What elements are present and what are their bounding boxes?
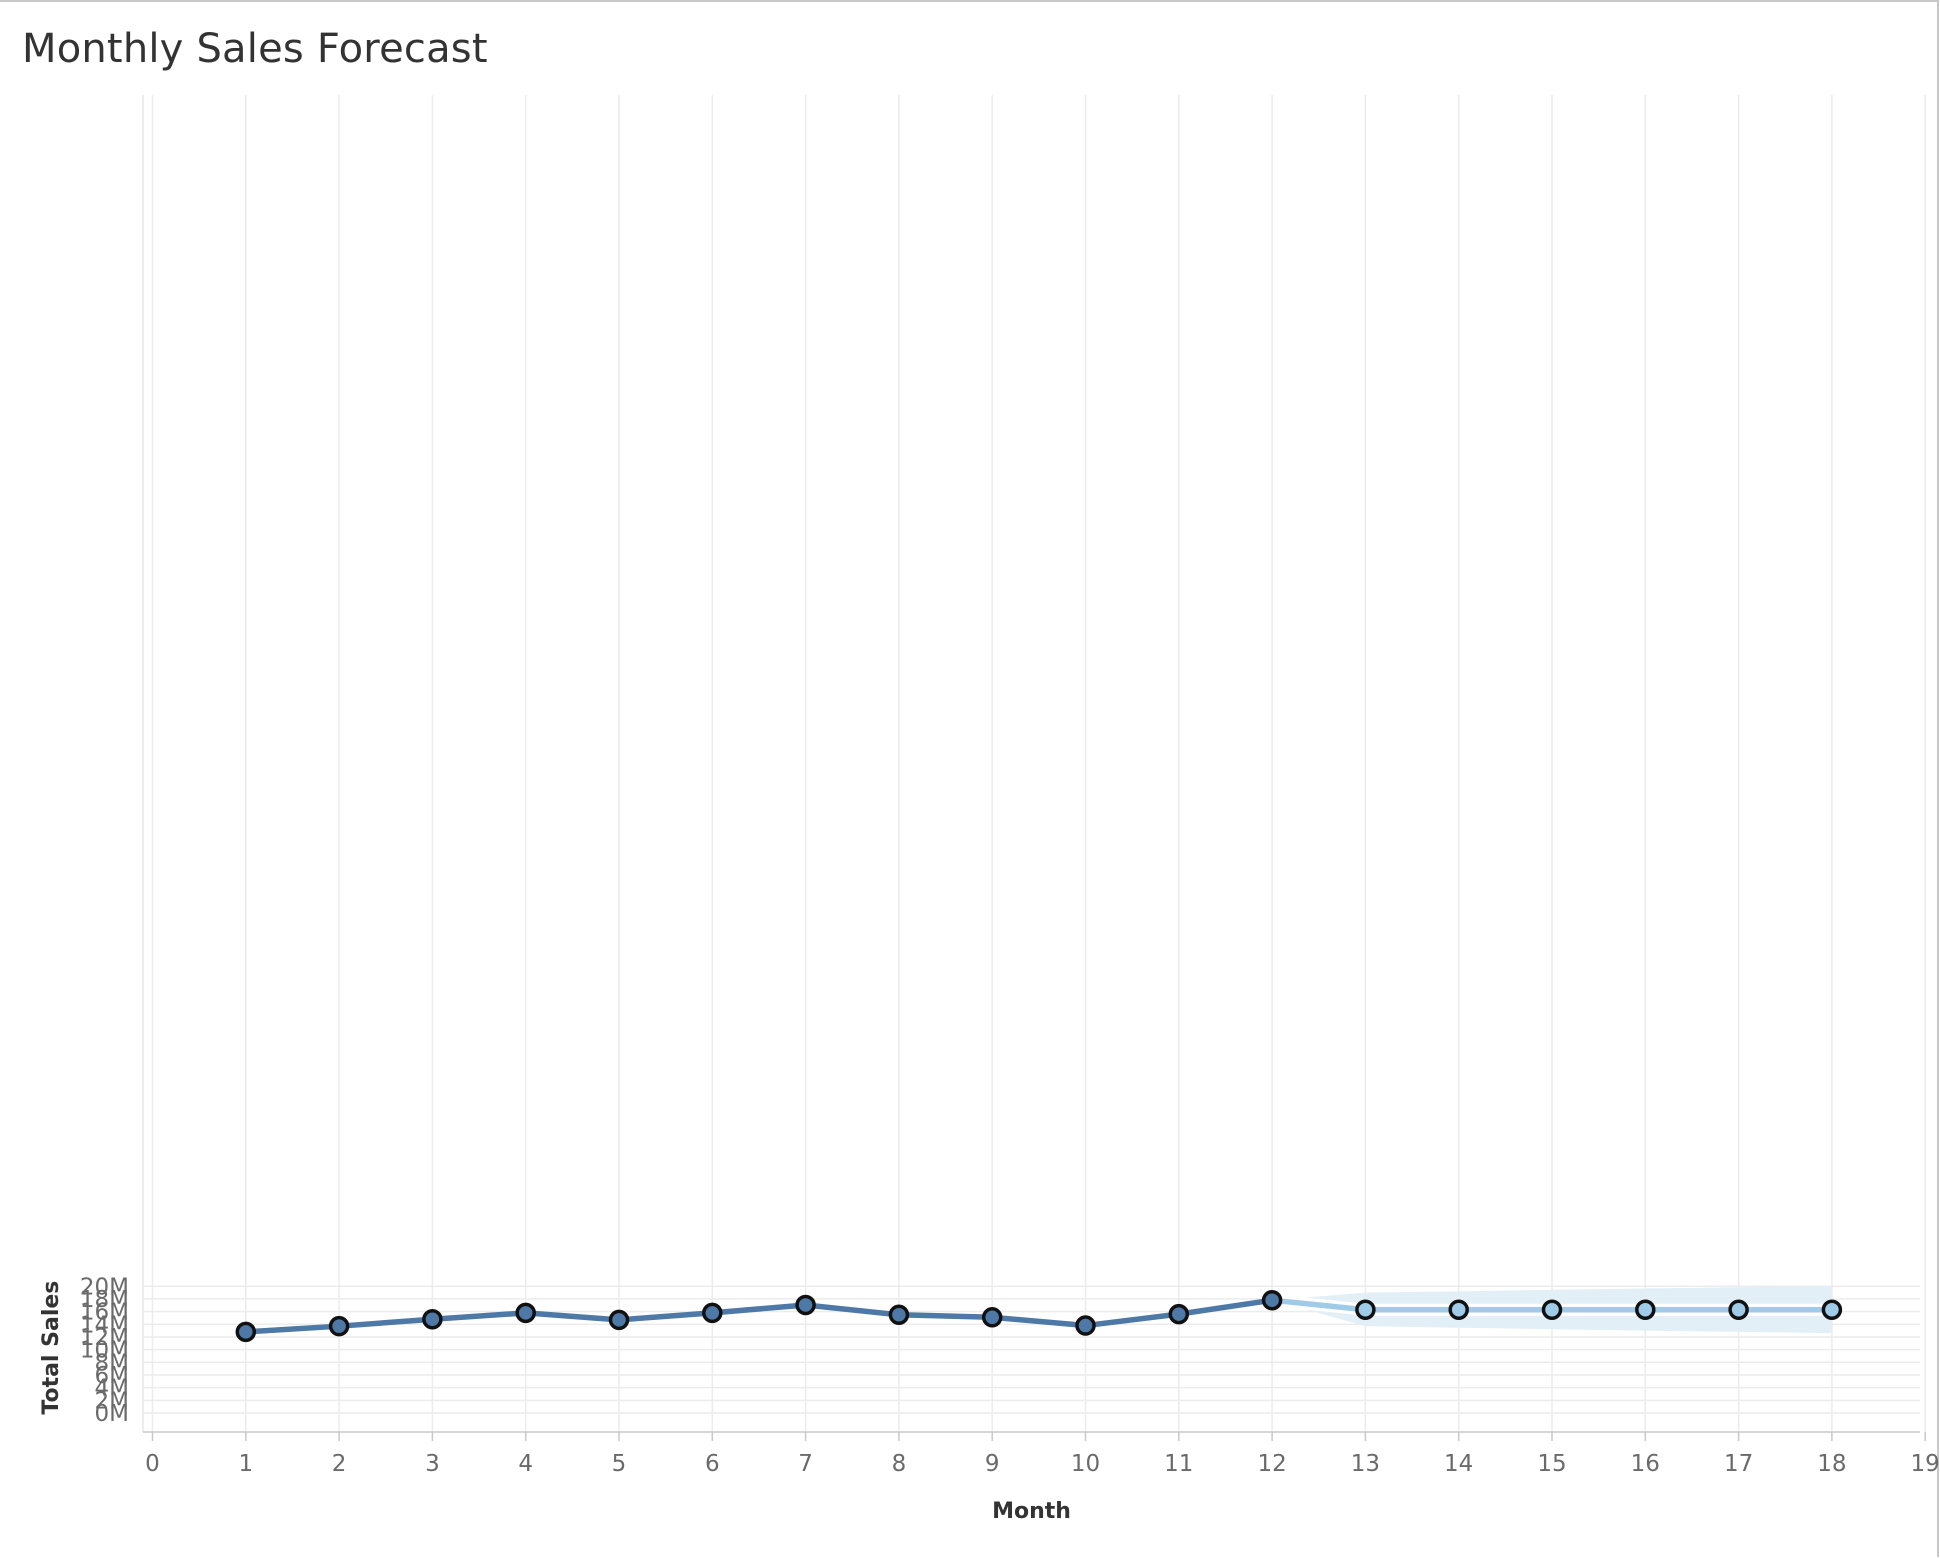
y-tick-label: 12M <box>80 1325 129 1351</box>
x-tick-label: 18 <box>1817 1451 1846 1477</box>
x-tick-label: 15 <box>1537 1451 1566 1477</box>
actual-point[interactable] <box>515 1302 536 1324</box>
forecast-point[interactable] <box>1728 1299 1749 1320</box>
y-axis-title: Total Sales <box>39 1281 64 1415</box>
x-axis-title: Month <box>992 1499 1071 1524</box>
y-tick-label: 10M <box>80 1338 129 1364</box>
y-tick-label: 6M <box>95 1363 129 1389</box>
x-tick-label: 5 <box>612 1451 627 1477</box>
x-axis: 0 1 2 3 4 5 6 7 8 9 10 11 12 13 14 15 16 17 18 19 <box>143 1431 1940 1477</box>
y-tick-label: 18M <box>80 1287 129 1313</box>
grid <box>142 95 1926 1432</box>
y-tick-label: 0M <box>95 1401 129 1427</box>
actual-point[interactable] <box>888 1304 910 1326</box>
forecast-point[interactable] <box>1821 1299 1843 1320</box>
actual-point[interactable] <box>981 1307 1003 1328</box>
x-tick-label: 8 <box>892 1451 907 1477</box>
x-tick-label: 13 <box>1351 1451 1380 1477</box>
y-tick-label: 2M <box>95 1388 129 1414</box>
x-tick-label: 6 <box>705 1451 720 1477</box>
x-tick-label: 3 <box>425 1451 440 1477</box>
y-tick-label: 4M <box>95 1376 129 1402</box>
y-tick-label: 20M <box>80 1274 129 1300</box>
x-tick-label: 11 <box>1164 1451 1193 1477</box>
forecast-point[interactable] <box>1355 1299 1376 1320</box>
actual-point[interactable] <box>328 1315 350 1337</box>
actual-point[interactable] <box>702 1302 723 1324</box>
forecast-point[interactable] <box>1635 1299 1656 1320</box>
actual-point[interactable] <box>422 1308 443 1330</box>
x-tick-label: 17 <box>1724 1451 1753 1477</box>
x-tick-label: 19 <box>1911 1451 1940 1477</box>
x-tick-label: 16 <box>1631 1451 1660 1477</box>
x-tick-label: 9 <box>985 1451 1000 1477</box>
x-tick-label: 7 <box>798 1451 813 1477</box>
y-tick-label: 8M <box>95 1350 129 1376</box>
forecast-point[interactable] <box>1448 1299 1469 1320</box>
x-tick-label: 10 <box>1071 1451 1100 1477</box>
actual-point[interactable] <box>235 1321 257 1343</box>
series-points <box>235 1289 1843 1343</box>
actual-point[interactable] <box>1261 1289 1283 1311</box>
x-tick-label: 1 <box>238 1451 253 1477</box>
chart-title: Monthly Sales Forecast <box>22 26 488 72</box>
actual-point[interactable] <box>1168 1303 1190 1325</box>
x-tick-label: 0 <box>145 1451 160 1477</box>
x-tick-label: 2 <box>332 1451 347 1477</box>
actual-line <box>243 1297 1275 1335</box>
actual-point[interactable] <box>795 1294 816 1316</box>
forecast-point[interactable] <box>1541 1299 1563 1320</box>
x-tick-label: 14 <box>1444 1451 1473 1477</box>
y-tick-label: 14M <box>80 1312 129 1338</box>
actual-point[interactable] <box>1075 1315 1096 1336</box>
x-tick-label: 12 <box>1257 1451 1286 1477</box>
x-tick-label: 4 <box>518 1451 533 1477</box>
actual-point[interactable] <box>608 1309 630 1331</box>
y-tick-label: 16M <box>80 1300 129 1326</box>
